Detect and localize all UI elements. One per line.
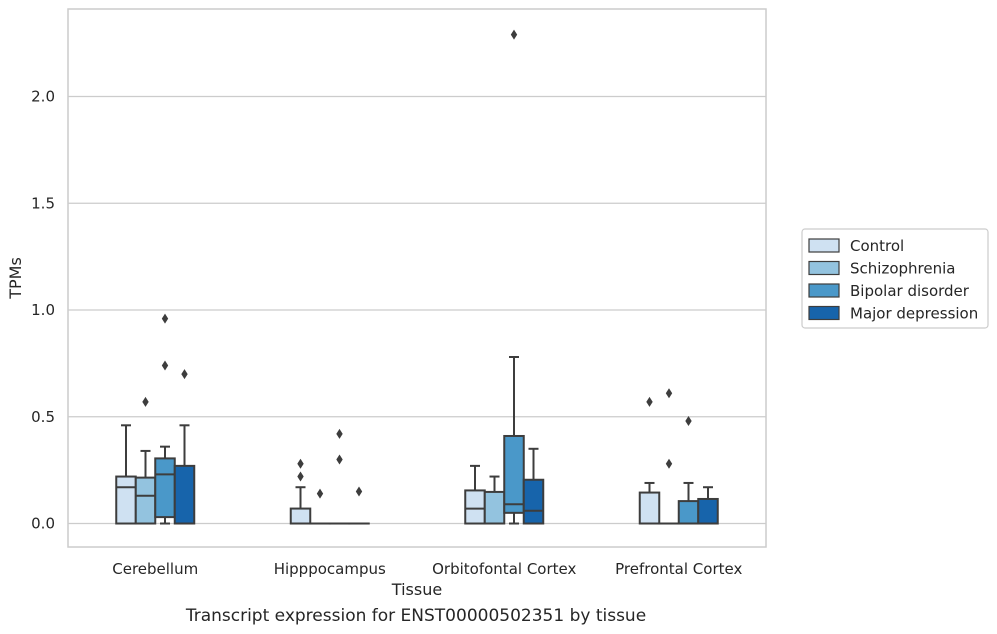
outlier-point: [142, 396, 149, 407]
outlier-point: [646, 396, 653, 407]
x-tick-label: Prefrontal Cortex: [615, 560, 742, 578]
outlier-point: [161, 360, 169, 371]
outlier-point: [685, 416, 692, 427]
y-tick-label: 1.5: [31, 194, 55, 212]
legend-label: Control: [850, 237, 904, 255]
outlier-point: [665, 388, 673, 399]
plot-frame: [67, 8, 767, 548]
outlier-point: [316, 488, 324, 499]
box-control: [638, 491, 661, 525]
x-axis-label: Tissue: [391, 580, 442, 599]
x-tick-label: Orbitofontal Cortex: [432, 560, 576, 578]
x-tick-label: Cerebellum: [112, 560, 198, 578]
outlier-point: [510, 29, 518, 40]
legend-swatch: [808, 238, 840, 253]
box-bipolar-disorder: [503, 434, 525, 514]
outlier-point: [297, 471, 304, 482]
box-control: [289, 507, 312, 525]
y-tick-label: 0.0: [31, 515, 55, 533]
legend-swatch: [808, 260, 840, 276]
box-control: [115, 475, 137, 525]
box-major-depression: [522, 478, 545, 525]
outlier-point: [161, 313, 169, 324]
legend-swatch: [808, 283, 840, 298]
y-axis-label: TPMs: [6, 257, 25, 300]
box-control: [464, 489, 486, 525]
legend-label: Bipolar disorder: [850, 282, 970, 300]
box-major-depression: [173, 464, 196, 525]
y-tick-label: 2.0: [31, 88, 55, 106]
legend-swatch: [808, 305, 840, 321]
box-schizophrenia: [134, 476, 157, 525]
outlier-point: [665, 458, 673, 469]
outlier-point: [297, 458, 304, 469]
outlier-point: [355, 486, 363, 497]
y-tick-label: 0.5: [31, 408, 55, 426]
legend-label: Major depression: [850, 305, 978, 323]
outlier-point: [336, 428, 343, 439]
box-schizophrenia: [483, 490, 506, 525]
legend-label: Schizophrenia: [850, 260, 955, 278]
legend-box: [801, 228, 989, 329]
box-bipolar-disorder: [154, 457, 176, 519]
figure-caption: Transcript expression for ENST0000050235…: [185, 606, 647, 626]
outlier-point: [336, 454, 343, 465]
x-tick-label: Hipppocampus: [274, 560, 386, 578]
y-tick-label: 1.0: [31, 301, 55, 319]
box-major-depression: [697, 497, 719, 525]
box-bipolar-disorder: [677, 500, 700, 525]
outlier-point: [181, 369, 188, 380]
